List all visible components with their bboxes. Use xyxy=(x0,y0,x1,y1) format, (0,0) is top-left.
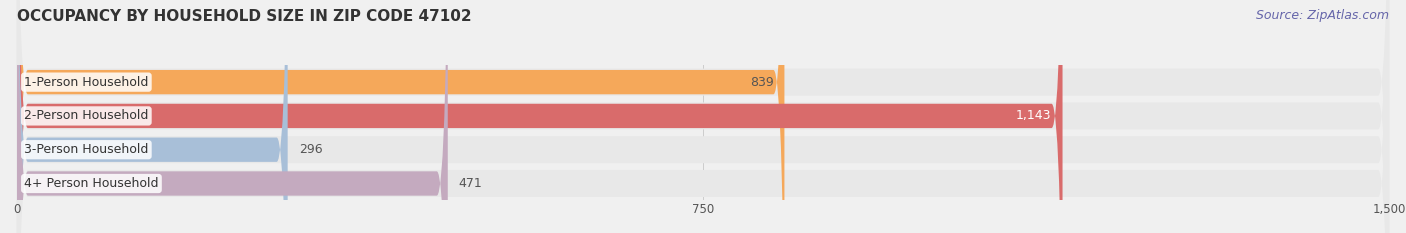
Text: OCCUPANCY BY HOUSEHOLD SIZE IN ZIP CODE 47102: OCCUPANCY BY HOUSEHOLD SIZE IN ZIP CODE … xyxy=(17,9,471,24)
Text: 2-Person Household: 2-Person Household xyxy=(24,110,149,122)
Text: 4+ Person Household: 4+ Person Household xyxy=(24,177,159,190)
Text: 1-Person Household: 1-Person Household xyxy=(24,76,149,89)
Text: 296: 296 xyxy=(298,143,322,156)
FancyBboxPatch shape xyxy=(17,0,785,233)
FancyBboxPatch shape xyxy=(17,0,447,233)
FancyBboxPatch shape xyxy=(17,0,1389,233)
FancyBboxPatch shape xyxy=(17,0,1063,233)
Text: Source: ZipAtlas.com: Source: ZipAtlas.com xyxy=(1256,9,1389,22)
FancyBboxPatch shape xyxy=(17,0,1389,233)
Text: 471: 471 xyxy=(458,177,482,190)
Text: 839: 839 xyxy=(749,76,773,89)
FancyBboxPatch shape xyxy=(17,0,288,233)
Text: 1,143: 1,143 xyxy=(1017,110,1052,122)
Text: 3-Person Household: 3-Person Household xyxy=(24,143,149,156)
FancyBboxPatch shape xyxy=(17,0,1389,233)
FancyBboxPatch shape xyxy=(17,0,1389,233)
